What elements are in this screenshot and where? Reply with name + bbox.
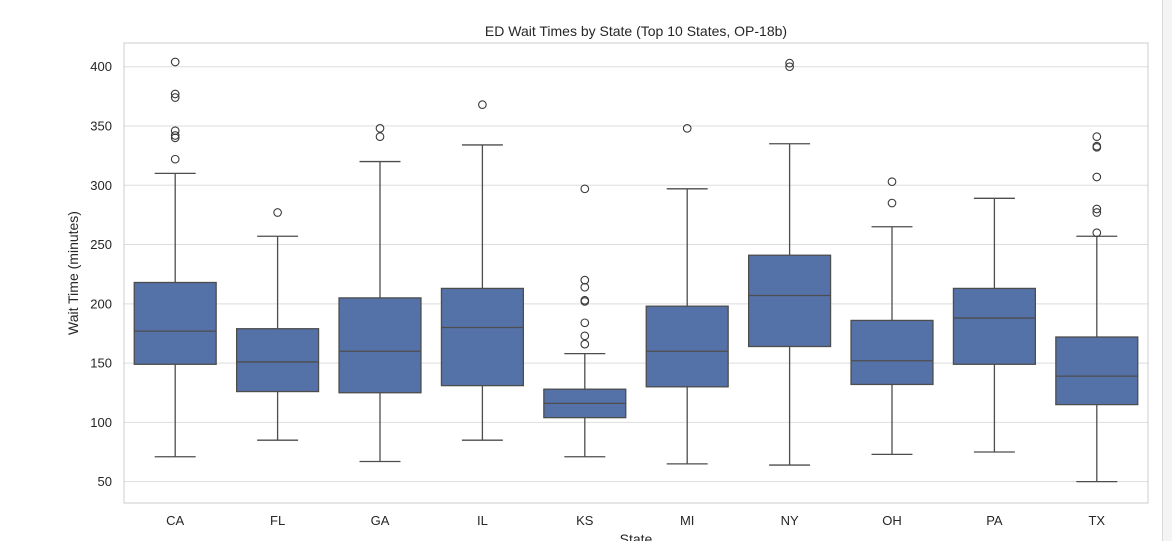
iqr-box xyxy=(645,305,729,388)
chart-title: ED Wait Times by State (Top 10 States, O… xyxy=(485,23,787,39)
outlier-point xyxy=(887,198,897,208)
iqr-box xyxy=(747,254,832,348)
outlier-point xyxy=(170,93,180,102)
outlier-point xyxy=(785,58,794,68)
outlier-point xyxy=(170,126,180,136)
box-oh xyxy=(850,177,934,456)
y-tick-label: 350 xyxy=(90,118,112,133)
outlier-point xyxy=(375,132,385,142)
x-tick-label: IL xyxy=(477,513,488,528)
y-tick-label: 150 xyxy=(90,356,112,371)
y-tick-label: 300 xyxy=(90,178,112,193)
x-tick-label: KS xyxy=(576,513,594,528)
outlier-point xyxy=(580,275,590,285)
iqr-box xyxy=(952,287,1037,365)
box-mi xyxy=(645,124,729,465)
outlier-point xyxy=(1092,204,1102,214)
iqr-box xyxy=(850,319,934,386)
outlier-point xyxy=(1092,208,1102,217)
x-tick-label: PA xyxy=(986,513,1003,528)
box-fl xyxy=(235,208,320,441)
outlier-point xyxy=(580,184,590,194)
x-tick-label: GA xyxy=(371,513,390,528)
outlier-point xyxy=(580,295,590,305)
outlier-point xyxy=(273,208,282,217)
plot-area-frame xyxy=(123,42,1149,504)
y-tick-label: 100 xyxy=(90,415,112,430)
x-axis-title: State xyxy=(620,531,653,541)
x-tick-label: TX xyxy=(1088,513,1105,528)
outlier-point xyxy=(887,177,897,187)
outlier-point xyxy=(170,57,180,67)
iqr-box xyxy=(133,281,217,365)
outlier-point xyxy=(580,282,590,292)
outlier-point xyxy=(1092,228,1102,238)
x-tick-label: CA xyxy=(166,513,184,528)
outlier-point xyxy=(1092,132,1102,142)
window-edge xyxy=(1162,0,1172,541)
outlier-point xyxy=(478,100,487,109)
box-ny xyxy=(747,58,832,466)
box-ca xyxy=(133,57,217,458)
outlier-point xyxy=(580,318,590,328)
y-tick-label: 50 xyxy=(98,474,112,489)
x-tick-label: NY xyxy=(781,513,799,528)
x-axis-ticks: CA FL GA IL KS MI NY OH PA TX xyxy=(166,513,1105,528)
box-ks xyxy=(543,184,627,458)
iqr-box xyxy=(338,297,422,394)
iqr-box xyxy=(1055,336,1139,406)
y-tick-label: 200 xyxy=(90,296,112,311)
y-tick-label: 250 xyxy=(90,237,112,252)
box-tx xyxy=(1055,132,1139,483)
outlier-point xyxy=(170,154,180,164)
outlier-point xyxy=(170,89,180,99)
box-ga xyxy=(338,124,422,463)
outlier-point xyxy=(170,131,180,140)
outlier-point xyxy=(1092,141,1102,151)
box-pa xyxy=(952,197,1037,453)
x-tick-label: OH xyxy=(882,513,902,528)
iqr-box xyxy=(235,328,320,393)
outlier-point xyxy=(580,339,590,349)
x-tick-label: FL xyxy=(270,513,285,528)
outlier-point xyxy=(1092,172,1102,182)
outlier-point xyxy=(682,124,692,133)
y-tick-label: 400 xyxy=(90,59,112,74)
outlier-point xyxy=(375,124,385,133)
x-tick-label: MI xyxy=(680,513,694,528)
outlier-point xyxy=(580,331,590,341)
box-il xyxy=(440,100,525,441)
outlier-point xyxy=(785,62,794,72)
y-axis-title: Wait Time (minutes) xyxy=(65,211,81,335)
iqr-box xyxy=(440,287,525,387)
box-series xyxy=(133,57,1139,483)
y-axis-ticks: 50 100 150 200 250 300 350 400 xyxy=(90,59,112,489)
